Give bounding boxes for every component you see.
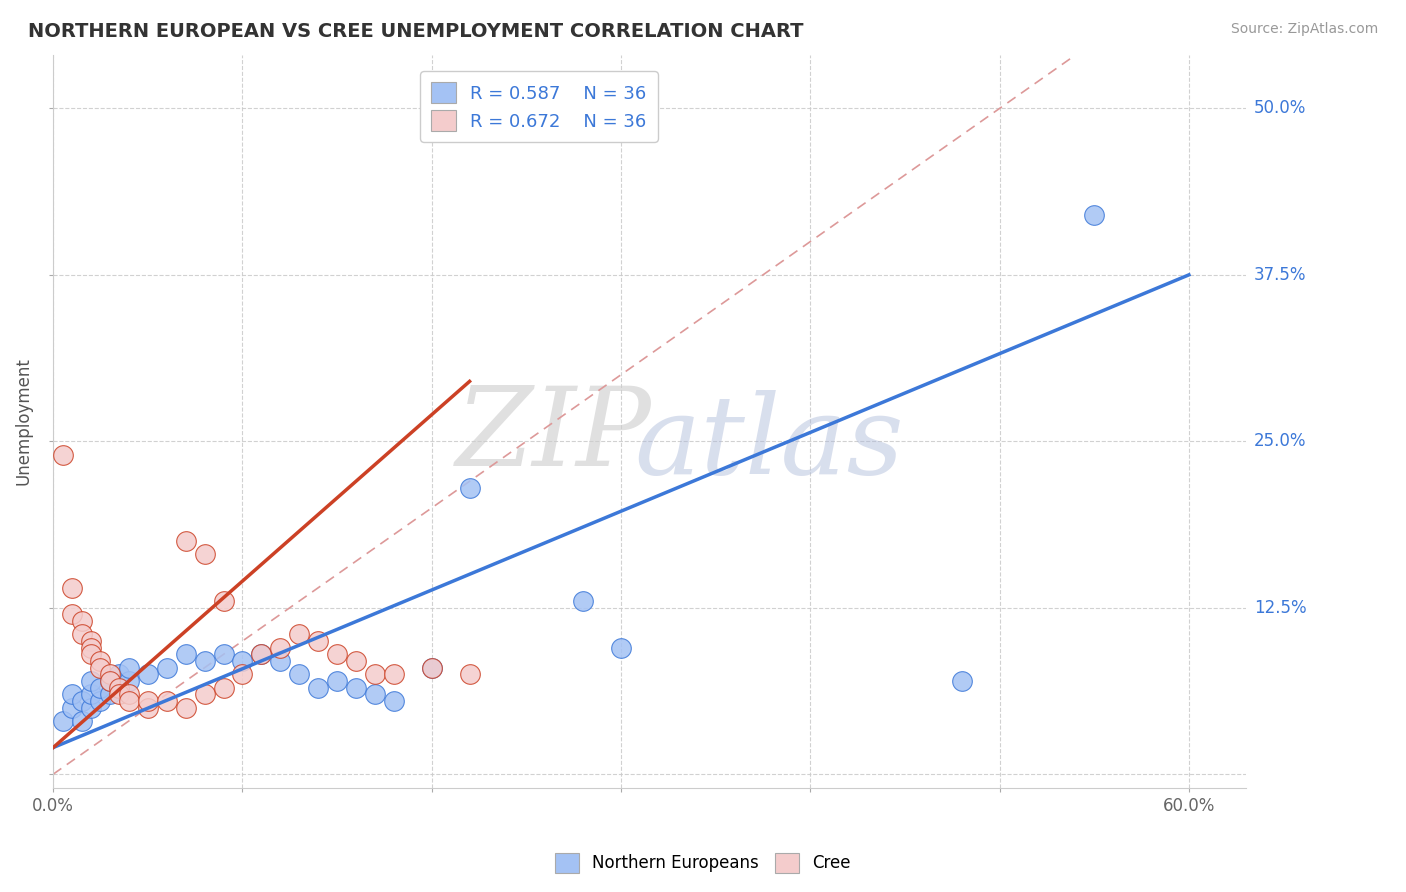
Point <box>193 687 215 701</box>
Point <box>382 667 405 681</box>
Point <box>288 667 311 681</box>
Point <box>108 681 131 695</box>
Point <box>458 481 481 495</box>
Point <box>80 673 103 688</box>
Point <box>364 687 387 701</box>
Point <box>89 661 111 675</box>
Point <box>420 661 443 675</box>
Point <box>52 448 75 462</box>
Point <box>572 594 595 608</box>
Point <box>118 661 141 675</box>
Point <box>60 581 83 595</box>
Point <box>98 667 121 681</box>
Point <box>136 694 159 708</box>
Point <box>269 654 291 668</box>
Point <box>382 694 405 708</box>
Point <box>193 654 215 668</box>
Text: 12.5%: 12.5% <box>1254 599 1306 616</box>
Point <box>89 681 111 695</box>
Text: 37.5%: 37.5% <box>1254 266 1306 284</box>
Point <box>98 673 121 688</box>
Point <box>420 661 443 675</box>
Text: 50.0%: 50.0% <box>1254 99 1306 118</box>
Point <box>70 627 93 641</box>
Point <box>344 654 367 668</box>
Point <box>118 694 141 708</box>
Point <box>212 648 235 662</box>
Point <box>344 681 367 695</box>
Point <box>89 694 111 708</box>
Point <box>52 714 75 728</box>
Point <box>231 667 253 681</box>
Point <box>174 534 197 549</box>
Text: ZIP: ZIP <box>456 383 652 490</box>
Point <box>80 648 103 662</box>
Point <box>212 594 235 608</box>
Point <box>156 661 179 675</box>
Point <box>174 700 197 714</box>
Point <box>307 634 329 648</box>
Point <box>136 667 159 681</box>
Y-axis label: Unemployment: Unemployment <box>15 358 32 485</box>
Point <box>80 687 103 701</box>
Text: 25.0%: 25.0% <box>1254 433 1306 450</box>
Point <box>326 673 349 688</box>
Point <box>60 700 83 714</box>
Point <box>250 648 273 662</box>
Point <box>60 607 83 622</box>
Point <box>1083 208 1105 222</box>
Point <box>108 687 131 701</box>
Point <box>60 687 83 701</box>
Point <box>98 673 121 688</box>
Point <box>458 667 481 681</box>
Point <box>174 648 197 662</box>
Point <box>364 667 387 681</box>
Point <box>326 648 349 662</box>
Point <box>610 640 633 655</box>
Point <box>212 681 235 695</box>
Point <box>156 694 179 708</box>
Point <box>307 681 329 695</box>
Point <box>288 627 311 641</box>
Text: Source: ZipAtlas.com: Source: ZipAtlas.com <box>1230 22 1378 37</box>
Point <box>118 687 141 701</box>
Point <box>950 673 973 688</box>
Point <box>108 667 131 681</box>
Point <box>89 654 111 668</box>
Point <box>98 687 121 701</box>
Point <box>269 640 291 655</box>
Point <box>80 640 103 655</box>
Text: NORTHERN EUROPEAN VS CREE UNEMPLOYMENT CORRELATION CHART: NORTHERN EUROPEAN VS CREE UNEMPLOYMENT C… <box>28 22 804 41</box>
Point <box>231 654 253 668</box>
Point <box>108 681 131 695</box>
Point <box>70 694 93 708</box>
Point <box>250 648 273 662</box>
Legend: Northern Europeans, Cree: Northern Europeans, Cree <box>548 847 858 880</box>
Legend: R = 0.587    N = 36, R = 0.672    N = 36: R = 0.587 N = 36, R = 0.672 N = 36 <box>420 71 658 142</box>
Point <box>80 634 103 648</box>
Point <box>70 614 93 628</box>
Text: atlas: atlas <box>634 390 904 497</box>
Point <box>80 700 103 714</box>
Point <box>193 548 215 562</box>
Point <box>70 714 93 728</box>
Point <box>136 700 159 714</box>
Point <box>118 673 141 688</box>
